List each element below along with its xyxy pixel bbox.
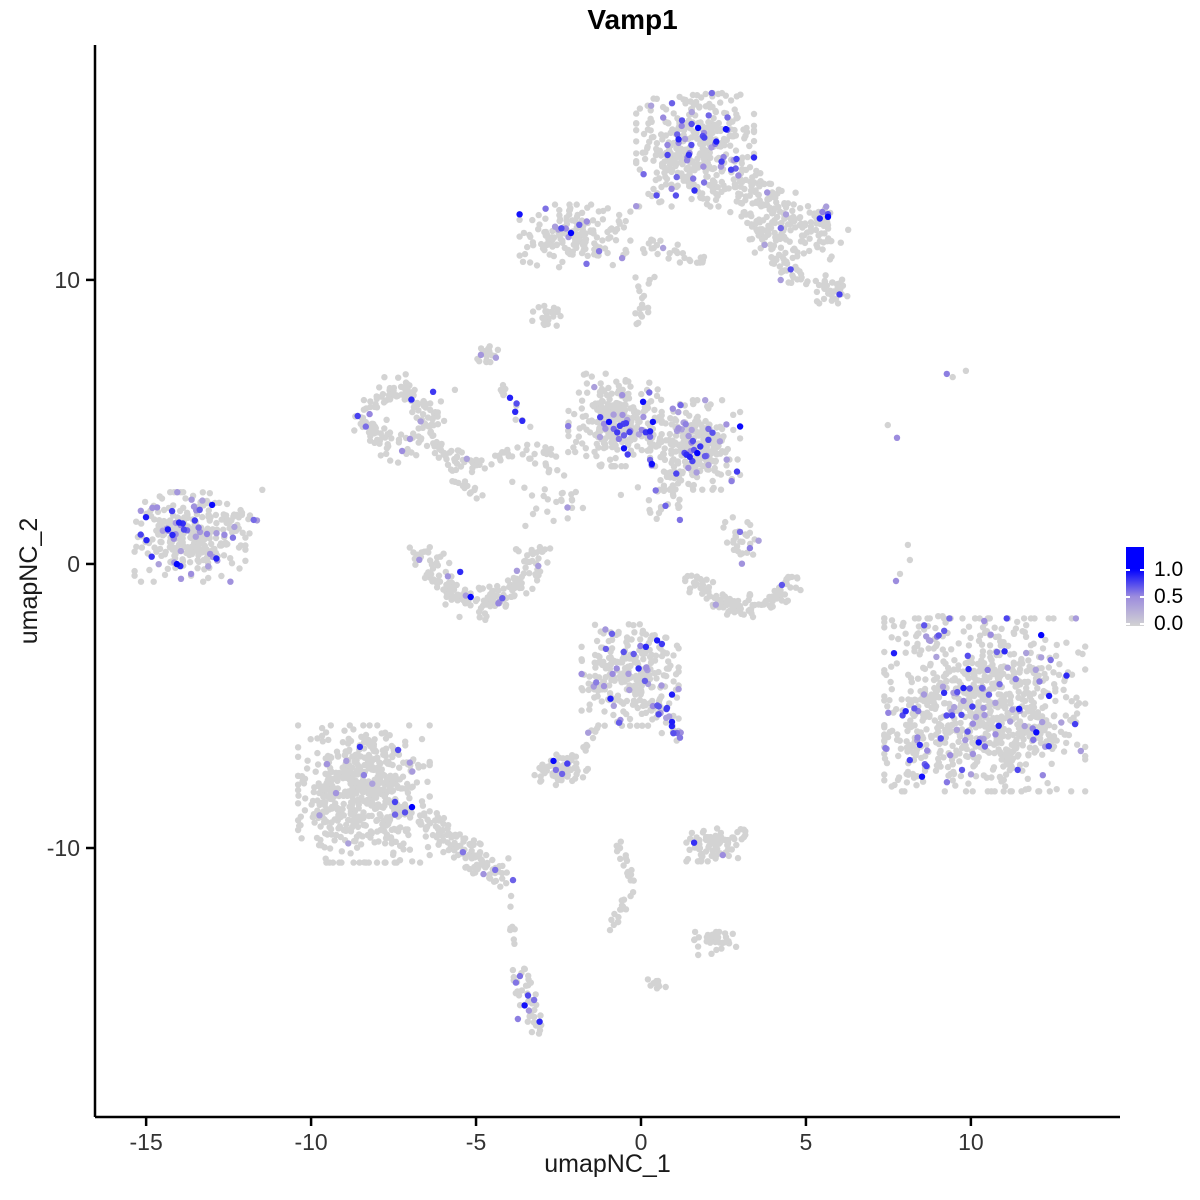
x-axis-title: umapNC_1 xyxy=(544,1150,671,1178)
legend-tick-0.5-right xyxy=(1140,596,1144,598)
svg-text:5: 5 xyxy=(800,1129,813,1155)
svg-text:-5: -5 xyxy=(466,1129,486,1155)
legend-label-high: 1.0 xyxy=(1154,558,1184,581)
legend-tick-0.0-left xyxy=(1126,623,1130,625)
expressing-points xyxy=(137,89,1085,1025)
axes: -15 -10 -5 0 5 10 -10 0 10 xyxy=(47,45,1120,1155)
svg-text:-10: -10 xyxy=(294,1129,327,1155)
legend-tick-0.0-right xyxy=(1140,623,1144,625)
legend-tick-1.0-left xyxy=(1126,569,1130,571)
svg-text:-10: -10 xyxy=(47,835,80,861)
svg-text:10: 10 xyxy=(54,267,80,293)
grey-points xyxy=(131,89,1089,1037)
plot-title: Vamp1 xyxy=(587,4,678,35)
svg-text:-15: -15 xyxy=(130,1129,163,1155)
legend-label-low: 0.0 xyxy=(1154,612,1184,635)
svg-text:10: 10 xyxy=(958,1129,984,1155)
y-axis-title: umapNC_2 xyxy=(15,517,43,645)
legend-tick-1.0-right xyxy=(1140,569,1144,571)
svg-text:0: 0 xyxy=(67,551,80,577)
legend-gradient-bar xyxy=(1126,547,1144,626)
svg-text:0: 0 xyxy=(635,1129,648,1155)
legend-label-mid: 0.5 xyxy=(1154,585,1184,608)
points-layer xyxy=(131,89,1089,1037)
legend-tick-0.5-left xyxy=(1126,596,1130,598)
